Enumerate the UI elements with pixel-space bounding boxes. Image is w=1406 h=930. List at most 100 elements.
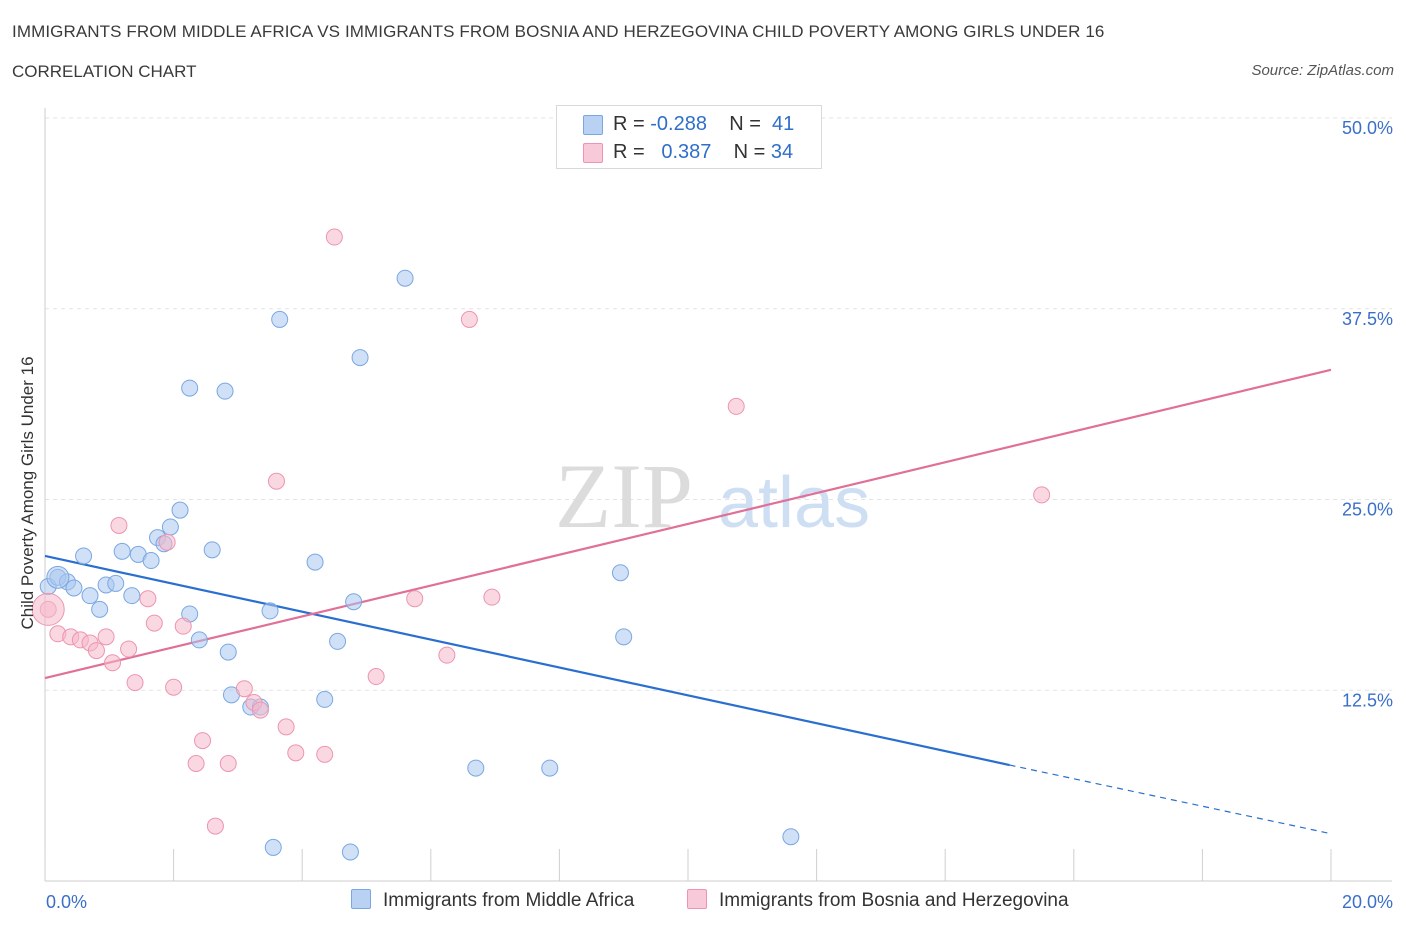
data-point <box>120 640 138 658</box>
data-point <box>203 541 221 559</box>
data-point <box>782 828 800 846</box>
data-point <box>165 678 183 696</box>
data-point <box>345 593 363 611</box>
data-point <box>306 553 324 571</box>
legend-n-value-1: 41 <box>772 113 795 135</box>
data-point <box>264 838 282 856</box>
data-point <box>107 574 125 592</box>
data-point <box>110 516 128 534</box>
legend-swatch-pink <box>583 143 603 163</box>
watermark-atlas: atlas <box>718 463 870 543</box>
data-point <box>261 602 279 620</box>
data-point <box>267 472 285 490</box>
data-point <box>460 310 478 328</box>
data-point <box>316 745 334 763</box>
data-point <box>206 817 224 835</box>
data-point <box>139 590 157 608</box>
data-point <box>611 564 629 582</box>
data-point <box>325 228 343 246</box>
legend-r-value-1: -0.288 <box>650 113 707 135</box>
data-point <box>181 379 199 397</box>
bottom-legend-bosnia: Immigrants from Bosnia and Herzegovina <box>687 889 1069 912</box>
data-point <box>406 590 424 608</box>
data-point <box>31 592 65 626</box>
data-point <box>65 579 83 597</box>
legend-swatch-blue <box>583 115 603 135</box>
data-points <box>31 228 1051 861</box>
y-tick-labels: 12.5% 25.0% 37.5% 50.0% <box>1342 118 1393 710</box>
data-point <box>91 600 109 618</box>
chart-subtitle: CORRELATION CHART <box>12 62 197 81</box>
legend-r-value-2: 0.387 <box>661 141 712 163</box>
axes <box>44 108 1392 882</box>
data-point <box>351 349 369 367</box>
data-point <box>194 732 212 750</box>
data-point <box>251 701 269 719</box>
data-point <box>271 310 289 328</box>
bottom-legend-swatch-blue <box>351 889 371 909</box>
data-point <box>438 646 456 664</box>
data-point <box>316 690 334 708</box>
data-point <box>75 547 93 565</box>
data-point <box>113 542 131 560</box>
legend-r-label: R = <box>613 141 645 163</box>
data-point <box>87 642 105 660</box>
data-point <box>277 718 295 736</box>
data-point <box>287 744 305 762</box>
data-point <box>329 632 347 650</box>
data-point <box>235 680 253 698</box>
watermark: ZIP atlas <box>555 445 870 547</box>
data-point <box>187 754 205 772</box>
chart-title: IMMIGRANTS FROM MIDDLE AFRICA VS IMMIGRA… <box>12 22 1105 41</box>
trend-line-middle-africa-extension <box>1009 764 1332 835</box>
legend-n-label: N = <box>733 141 766 163</box>
x-tick-label: 20.0% <box>1342 892 1393 912</box>
source-credit: Source: ZipAtlas.com <box>1251 62 1394 79</box>
data-point <box>396 269 414 287</box>
legend-n-label: N = <box>729 113 761 135</box>
data-point <box>727 397 745 415</box>
bottom-legend-swatch-pink <box>687 889 707 909</box>
data-point <box>367 668 385 686</box>
data-point <box>126 674 144 692</box>
data-point <box>467 759 485 777</box>
data-point <box>541 759 559 777</box>
correlation-legend: R = -0.288 N = 41 R = 0.387 N = 34 <box>556 105 822 169</box>
y-tick-label: 25.0% <box>1342 500 1393 520</box>
data-point <box>46 565 70 589</box>
data-point <box>171 501 189 519</box>
data-point <box>615 628 633 646</box>
data-point <box>1033 486 1051 504</box>
data-point <box>145 614 163 632</box>
data-point <box>97 628 115 646</box>
x-tick-labels: 0.0% 20.0% <box>46 892 1393 912</box>
y-tick-label: 37.5% <box>1342 309 1393 329</box>
data-point <box>219 754 237 772</box>
y-axis-label: Child Poverty Among Girls Under 16 <box>18 356 37 630</box>
series-middle-africa <box>39 269 800 861</box>
data-point <box>104 654 122 672</box>
legend-r-label: R = <box>613 113 645 135</box>
data-point <box>174 617 192 635</box>
trend-line-bosnia <box>44 368 1332 680</box>
data-point <box>341 843 359 861</box>
bottom-legend-middle-africa: Immigrants from Middle Africa <box>351 889 634 912</box>
trend-lines <box>44 368 1332 835</box>
bottom-legend-label-1: Immigrants from Middle Africa <box>383 890 635 911</box>
data-point <box>158 533 176 551</box>
watermark-zip: ZIP <box>555 445 693 547</box>
data-point <box>483 588 501 606</box>
x-tick-label: 0.0% <box>46 892 87 912</box>
trend-line-middle-africa <box>44 554 1010 767</box>
data-point <box>190 631 208 649</box>
data-point <box>219 643 237 661</box>
data-point <box>81 587 99 605</box>
bottom-legend-label-2: Immigrants from Bosnia and Herzegovina <box>719 890 1069 911</box>
data-point <box>216 382 234 400</box>
series-bosnia <box>39 228 1051 835</box>
y-tick-label: 50.0% <box>1342 118 1393 138</box>
legend-n-value-2: 34 <box>770 141 794 163</box>
y-tick-label: 12.5% <box>1342 690 1393 710</box>
data-point <box>123 587 141 605</box>
